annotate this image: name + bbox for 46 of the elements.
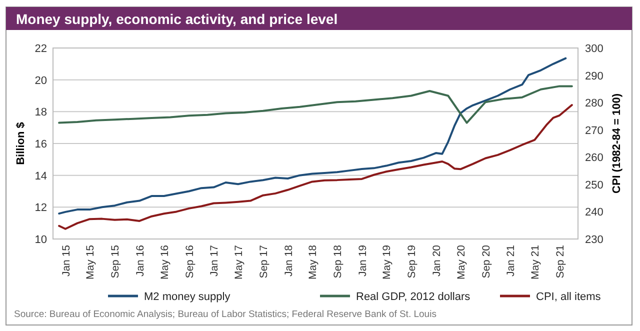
y-tick-label: 18 [34,106,47,119]
x-tick-label: May 17 [233,244,246,280]
x-tick-label: Sep 18 [332,244,344,278]
y2-tick-label: 280 [585,98,604,110]
y-tick-label: 22 [34,43,47,55]
x-tick-label: Jan 16 [134,244,146,277]
x-tick-label: Jan 21 [505,244,518,277]
y-tick-label: 10 [34,234,47,246]
x-tick-label: Sep 17 [258,244,270,278]
y-tick-label: 20 [34,74,47,87]
x-tick-label: May 21 [530,244,542,280]
legend-label: Real GDP, 2012 dollars [356,291,471,303]
y2-tick-label: 290 [585,70,604,82]
x-tick-label: Sep 15 [110,244,122,278]
x-tick-label: Jan 19 [356,244,369,277]
y2-tick-label: 240 [585,206,604,219]
y2-axis-title: CPI (1982-84 = 100) [611,93,623,194]
x-tick-label: Sep 16 [184,244,196,278]
line-series [58,104,573,230]
x-tick-label: Sep 21 [554,244,567,278]
y2-tick-label: 250 [585,179,604,192]
chart-title: Money supply, economic activity, and price level [16,11,338,27]
line-series [58,85,573,124]
legend-label: M2 money supply [144,291,231,303]
x-tick-label: May 15 [84,244,97,280]
x-tick-label: May 16 [159,244,172,280]
y-axis-title: Billion $ [15,122,27,165]
x-tick-label: Sep 20 [480,244,492,278]
legend-label: CPI, all items [536,291,602,303]
x-tick-label: Sep 19 [406,244,418,278]
y2-tick-label: 230 [585,234,604,246]
line-series [58,57,567,215]
y2-tick-label: 260 [585,152,604,164]
x-tick-label: May 18 [307,244,320,280]
y-tick-label: 12 [34,202,47,214]
y2-tick-label: 300 [585,43,604,55]
y-tick-label: 14 [34,170,47,182]
x-tick-label: Jan 15 [60,244,72,277]
x-tick-label: Jan 18 [282,244,295,277]
x-tick-label: May 20 [456,244,468,280]
x-tick-label: Jan 17 [208,244,221,277]
y-tick-label: 16 [34,138,47,150]
y2-tick-label: 270 [585,124,604,137]
x-tick-label: Jan 20 [430,244,443,277]
source-note: Source: Bureau of Economic Analysis; Bureau of Labor Statistics; Federal Reserve Bank of St. Louis [14,309,437,320]
x-tick-label: May 19 [381,244,394,280]
